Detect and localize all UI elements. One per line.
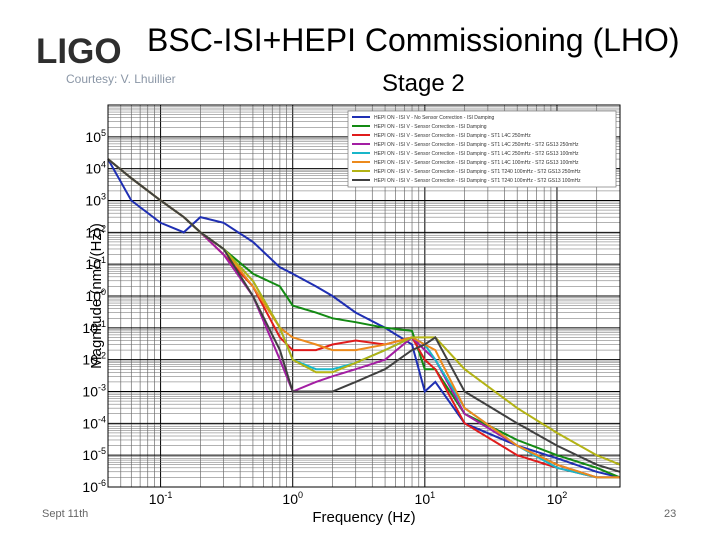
x-tick-label: 10-1 [149, 490, 173, 507]
legend-entry: HEPI ON - ISI V - Sensor Correction - IS… [374, 142, 579, 148]
y-tick-label: 105 [85, 128, 106, 145]
series-line [107, 158, 621, 479]
legend-entry: HEPI ON - ISI V - Sensor Correction - IS… [374, 133, 531, 139]
slide-title: BSC-ISI+HEPI Commissioning (LHO) [147, 22, 680, 58]
ligo-logo-mark: LIGO [36, 32, 122, 71]
y-tick-label: 10-4 [82, 414, 106, 431]
page-number: 23 [664, 508, 677, 520]
legend: HEPI ON - ISI V - No Sensor Correction -… [347, 110, 617, 188]
footer-date: Sept 11th [42, 508, 89, 520]
y-tick-label: 104 [85, 160, 106, 177]
ligo-logo: LIGO [36, 32, 140, 72]
x-tick-label: 101 [415, 490, 436, 507]
y-tick-label: 102 [85, 223, 106, 240]
ligo-logo-text: LIGO [36, 33, 122, 67]
series-line [107, 158, 621, 473]
legend-entry: HEPI ON - ISI V - Sensor Correction - IS… [374, 124, 487, 130]
y-tick-label: 101 [85, 255, 106, 272]
slide-subtitle: Stage 2 [382, 70, 465, 97]
tick-labels: 10-1 100 101 102 105 104 103 102 101 100 10-1 10-2 1… [82, 128, 567, 507]
legend-entry: HEPI ON - ISI V - Sensor Correction - IS… [374, 178, 581, 184]
legend-entry: HEPI ON - ISI V - Sensor Correction - IS… [374, 169, 581, 175]
plot-frame [107, 104, 621, 488]
y-tick-label: 10-3 [82, 383, 106, 400]
legend-entry: HEPI ON - ISI V - Sensor Correction - IS… [374, 151, 579, 157]
legend-entry: HEPI ON - ISI V - Sensor Correction - IS… [374, 160, 579, 166]
legend-entry: HEPI ON - ISI V - No Sensor Correction -… [374, 115, 495, 121]
y-tick-label: 100 [85, 287, 106, 304]
y-tick-label: 10-1 [82, 319, 106, 336]
x-tick-label: 100 [282, 490, 303, 507]
y-axis-title: Magnitude (nm/√(Hz)) [88, 223, 105, 369]
y-tick-label: 10-6 [82, 478, 106, 495]
legend-box [347, 110, 617, 188]
y-tick-label: 10-2 [82, 351, 106, 368]
series-group [107, 158, 621, 479]
x-axis-title: Frequency (Hz) [312, 509, 415, 526]
courtesy-credit: Courtesy: V. Lhuillier [66, 72, 176, 86]
y-tick-label: 10-5 [82, 446, 106, 463]
x-tick-label: 102 [547, 490, 568, 507]
y-tick-label: 103 [85, 192, 106, 209]
